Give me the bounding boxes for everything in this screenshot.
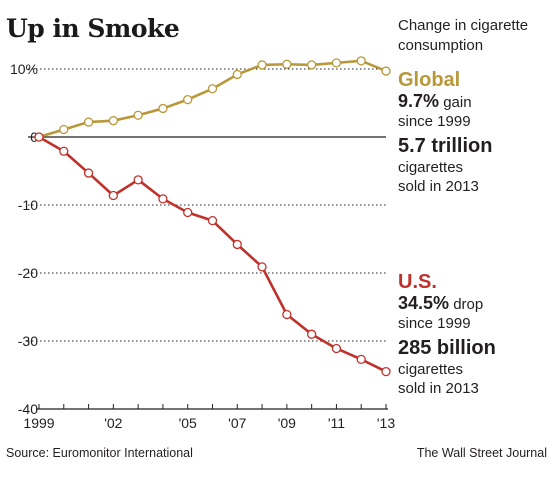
- global-since: since 1999: [398, 113, 471, 130]
- data-point-global: [183, 94, 193, 105]
- us-sold-line1: cigarettes: [398, 361, 464, 378]
- data-point-us: [83, 168, 94, 178]
- publisher-credit: The Wall Street Journal: [416, 446, 547, 460]
- us-total: 285 billion: [398, 337, 496, 359]
- us-annotation: U.S. 34.5% drop since 1999 285 billion c…: [398, 270, 553, 398]
- us-drop-text: drop: [449, 296, 484, 313]
- data-point-global: [381, 66, 391, 76]
- data-point-global: [83, 117, 94, 127]
- data-point-us: [108, 190, 119, 201]
- y-tick-label: -10: [18, 197, 38, 213]
- us-label: U.S.: [398, 271, 437, 293]
- data-point-us: [158, 194, 168, 204]
- global-sold-line1: cigarettes: [398, 159, 464, 176]
- us-sold-line2: sold in 2013: [398, 380, 479, 397]
- data-point-global: [331, 58, 342, 68]
- y-tick-label: -20: [18, 265, 38, 281]
- source-note: Source: Euromonitor International: [6, 446, 193, 460]
- data-point-us: [207, 215, 218, 226]
- us-drop: 34.5% drop: [398, 294, 553, 314]
- data-point-global: [232, 69, 242, 80]
- chart-title: Up in Smoke: [6, 14, 180, 43]
- data-point-global: [257, 60, 267, 70]
- data-point-us: [356, 354, 366, 365]
- data-point-us: [381, 366, 391, 377]
- x-tick-label: '11: [328, 415, 345, 431]
- data-point-us: [232, 239, 242, 250]
- data-point-us: [282, 309, 292, 320]
- global-total: 5.7 trillion: [398, 135, 493, 157]
- global-gain-value: 9.7%: [398, 91, 440, 111]
- y-tick-label: -30: [18, 333, 38, 349]
- data-point-us: [34, 132, 44, 142]
- data-point-us: [257, 262, 267, 272]
- data-point-global: [207, 84, 218, 94]
- data-point-us: [133, 175, 143, 185]
- us-since: since 1999: [398, 315, 471, 332]
- x-tick-label: '02: [104, 415, 122, 431]
- data-point-global: [59, 124, 69, 135]
- y-tick-label: -40: [18, 401, 38, 417]
- y-tick-label: 10%: [10, 61, 38, 77]
- us-drop-value: 34.5%: [398, 293, 450, 313]
- data-point-us: [183, 207, 193, 218]
- data-point-global: [108, 116, 119, 126]
- data-point-us: [306, 329, 317, 339]
- y-tick-label: 0: [30, 129, 38, 145]
- data-point-global: [356, 56, 366, 66]
- global-sold-line2: sold in 2013: [398, 178, 479, 195]
- data-point-global: [133, 110, 143, 120]
- x-tick-label: '09: [278, 415, 296, 431]
- chart-subtitle: Change in cigarette consumption: [398, 17, 529, 54]
- data-point-us: [331, 343, 342, 354]
- global-gain-text: gain: [439, 94, 472, 111]
- global-gain: 9.7% gain: [398, 92, 553, 112]
- x-tick-label: '07: [228, 415, 246, 431]
- x-tick-label: '13: [377, 415, 395, 431]
- data-point-global: [158, 103, 168, 114]
- x-tick-label: 1999: [23, 415, 54, 431]
- data-point-global: [306, 60, 317, 70]
- x-tick-label: '05: [179, 415, 197, 431]
- global-annotation: Global 9.7% gain since 1999 5.7 trillion…: [398, 68, 553, 196]
- data-point-us: [59, 146, 69, 156]
- global-label: Global: [398, 69, 461, 91]
- data-point-global: [282, 59, 292, 69]
